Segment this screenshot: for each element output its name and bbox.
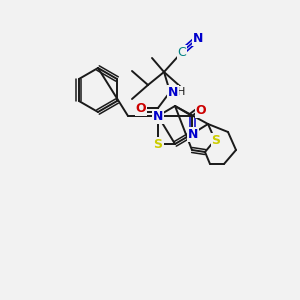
Text: S: S — [154, 137, 163, 151]
Text: N: N — [193, 32, 203, 44]
Text: N: N — [168, 85, 178, 98]
Text: N: N — [153, 110, 163, 122]
Text: C: C — [178, 46, 186, 59]
Text: O: O — [196, 103, 206, 116]
Text: N: N — [188, 128, 198, 140]
Text: S: S — [212, 134, 220, 146]
Text: O: O — [136, 101, 146, 115]
Text: H: H — [177, 87, 185, 97]
